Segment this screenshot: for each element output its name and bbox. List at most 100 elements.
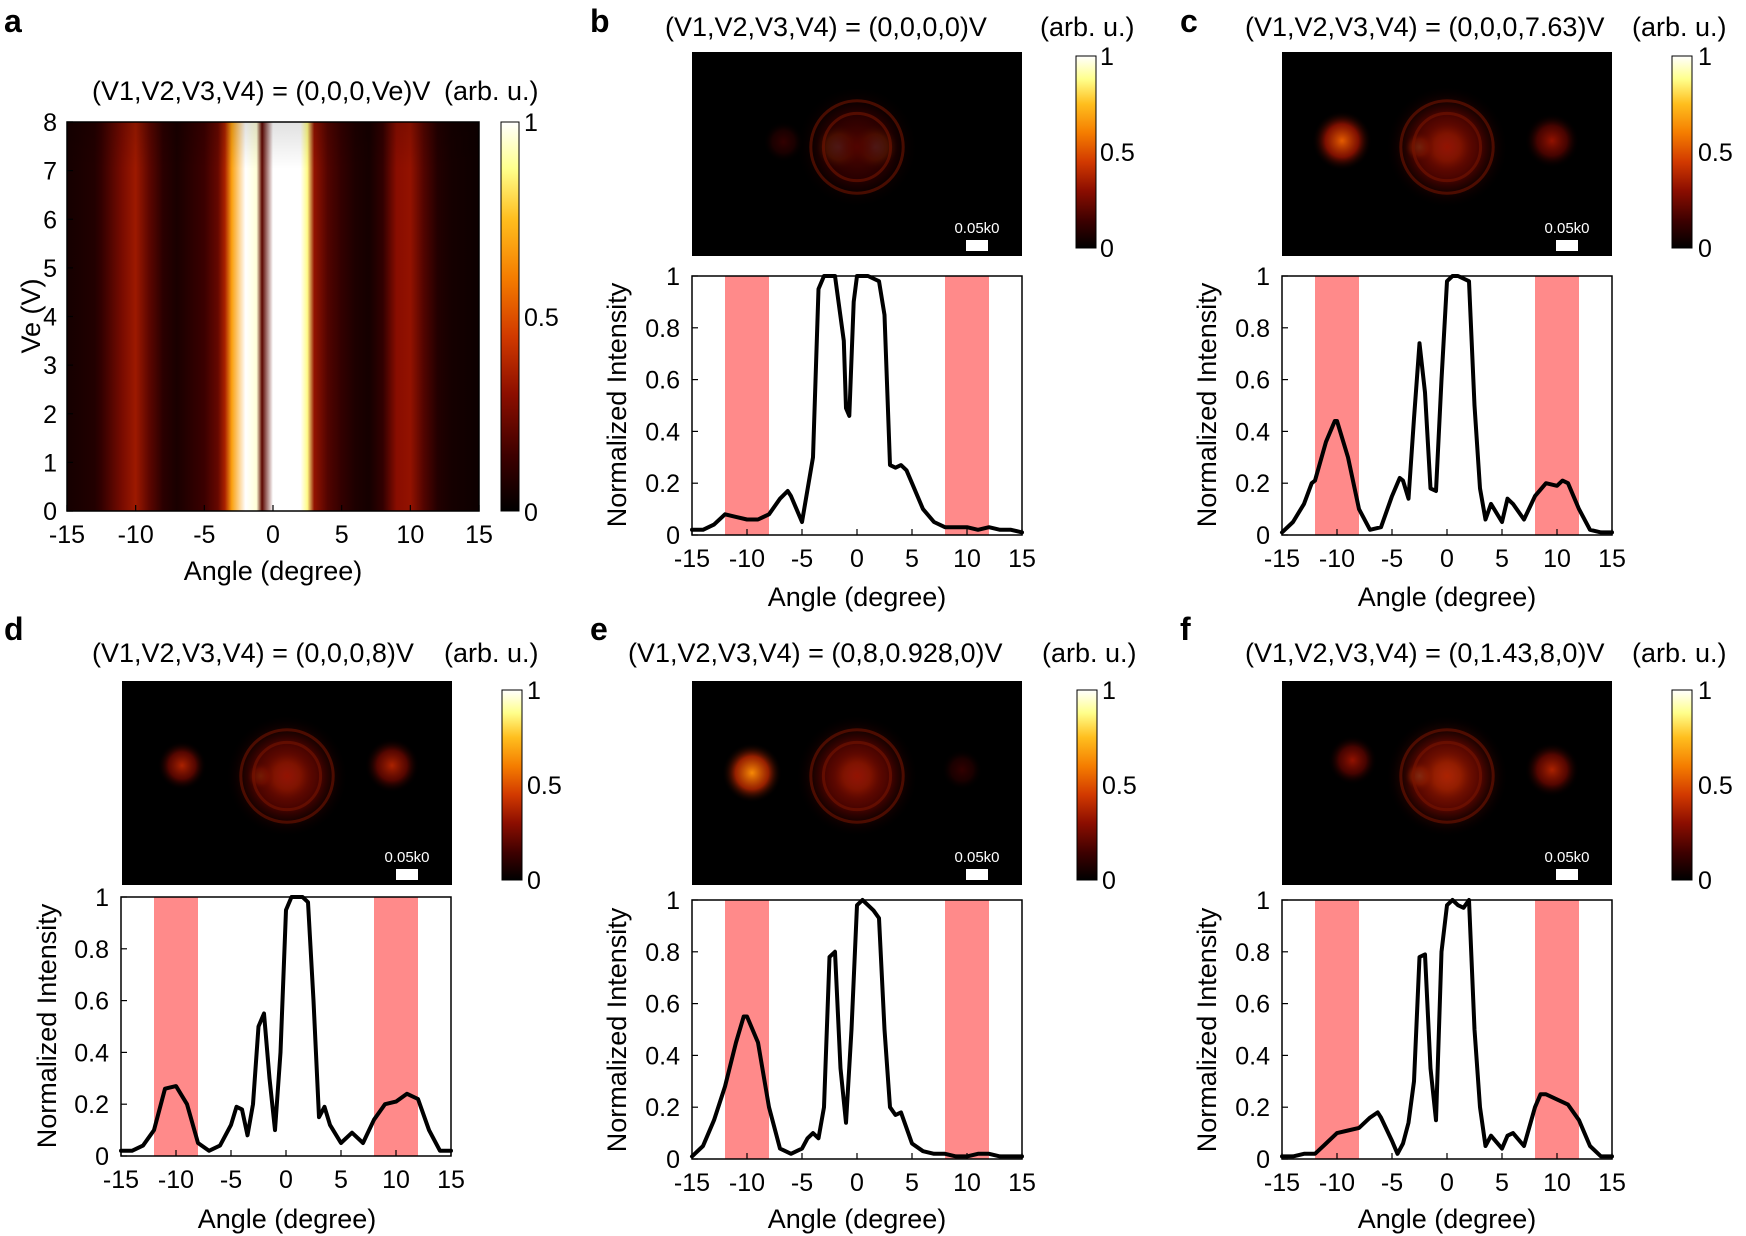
- spectrum-spot: [795, 85, 919, 209]
- y-tick-label: 1: [95, 884, 109, 912]
- panel-letter-e: e: [590, 611, 608, 647]
- panel-f: f (V1,V2,V3,V4) = (0,1.43,8,0)V (arb. u.…: [1180, 611, 1733, 1234]
- colorbar-tick: 1: [1698, 43, 1712, 71]
- colorbar-tick: 0.5: [1100, 139, 1135, 167]
- panel-letter-a: a: [4, 3, 22, 39]
- scale-bar-label: 0.05k0: [954, 849, 999, 866]
- spectrum-image-b: 0.05k0: [692, 52, 1022, 256]
- spectrum-image-f: 0.05k0: [1282, 681, 1612, 885]
- y-tick-label: 0.4: [1235, 418, 1270, 446]
- panel-a-x-ticks: -15 -10 -5 0 5 10 15: [49, 505, 493, 549]
- colorbar-tick: 0.5: [1102, 772, 1137, 800]
- scale-bar: [396, 869, 418, 880]
- spectrum-spot: [364, 738, 420, 793]
- y-tick-label: 0.2: [1235, 1094, 1270, 1122]
- spectrum-ring: [809, 99, 905, 195]
- x-tick-label: 10: [953, 545, 981, 573]
- intensity-series-line: [690, 274, 1024, 535]
- x-tick-label: 10: [396, 521, 424, 549]
- panel-c-colorbar-label: (arb. u.): [1632, 12, 1727, 42]
- spectrum-ring: [1411, 111, 1483, 183]
- spectrum-spot: [1385, 714, 1509, 838]
- x-tick-label: -5: [193, 521, 215, 549]
- y-tick-label: 0: [1256, 1146, 1270, 1174]
- panel-e-y-label: Normalized Intensity: [602, 907, 632, 1152]
- x-tick-label: -10: [1319, 1169, 1355, 1197]
- y-tick-label: 0: [1256, 522, 1270, 550]
- y-tick-label: 0.8: [1235, 939, 1270, 967]
- y-tick-label: 0.2: [645, 1094, 680, 1122]
- colorbar-tick: 0: [1100, 235, 1114, 263]
- panel-a-colorbar-label: (arb. u.): [444, 76, 539, 106]
- y-tick-label: 0.8: [1235, 315, 1270, 343]
- spectrum-image-d: 0.05k0: [122, 681, 452, 885]
- panel-e-title: (V1,V2,V3,V4) = (0,8,0.928,0)V: [628, 638, 1002, 668]
- spectrum-spot: [1524, 742, 1580, 797]
- panel-a-title: (V1,V2,V3,V4) = (0,0,0,Ve)V: [92, 76, 430, 106]
- y-tick-label: 8: [43, 109, 57, 137]
- x-tick-label: 5: [905, 1169, 919, 1197]
- x-tick-label: 0: [850, 1169, 864, 1197]
- spectrum-ring: [821, 740, 893, 812]
- spectrum-image-c: 0.05k0: [1282, 52, 1612, 256]
- spectrum-spot: [1327, 735, 1378, 785]
- x-tick-label: 0: [279, 1166, 293, 1194]
- x-tick-label: 0: [1440, 545, 1454, 573]
- colorbar-tick: 0.5: [524, 304, 559, 332]
- y-tick-label: 0.4: [74, 1039, 109, 1067]
- panel-b-y-label: Normalized Intensity: [602, 282, 632, 527]
- spectrum-spot: [941, 749, 983, 791]
- panel-a-colorbar: [500, 121, 520, 512]
- y-tick-label: 0.4: [645, 418, 680, 446]
- x-tick-label: 0: [266, 521, 280, 549]
- x-tick-label: 5: [1495, 1169, 1509, 1197]
- y-tick-label: 7: [43, 158, 57, 186]
- y-tick-label: 0.8: [74, 936, 109, 964]
- x-tick-label: -10: [729, 545, 765, 573]
- panel-f-y-label: Normalized Intensity: [1192, 907, 1222, 1152]
- panel-letter-f: f: [1180, 611, 1191, 647]
- x-tick-label: 15: [465, 521, 493, 549]
- x-tick-label: 5: [335, 521, 349, 549]
- y-tick-label: 0.2: [74, 1091, 109, 1119]
- panel-a-y-ticks: 0 1 2 3 4 5 6 7 8: [43, 109, 73, 526]
- panel-b-x-label: Angle (degree): [768, 582, 947, 612]
- y-tick-label: 0.4: [645, 1042, 680, 1070]
- panel-c-line-plot: -15 -10 -5 0 5 10 15 0 0.2 0.4 0.6 0.8 1: [1235, 263, 1626, 573]
- panel-b-line-plot: -15 -10 -5 0 5 10 15 0 0.2 0.4 0.6 0.8 1: [645, 263, 1036, 573]
- spectrum-spot: [1311, 110, 1373, 171]
- spectrum-ring: [821, 111, 893, 183]
- panel-c-x-label: Angle (degree): [1358, 582, 1537, 612]
- heatmap-shading: [67, 122, 479, 511]
- highlight-band: [945, 276, 989, 535]
- x-tick-label: -5: [1381, 1169, 1403, 1197]
- spectrum-spot: [721, 742, 783, 803]
- panel-a-y-label: Ve (V): [16, 278, 46, 353]
- y-tick-label: 0: [95, 1143, 109, 1171]
- highlight-band: [1315, 276, 1359, 535]
- spectrum-spot: [795, 714, 919, 838]
- highlight-band: [1315, 900, 1359, 1159]
- panel-d: d (V1,V2,V3,V4) = (0,0,0,8)V (arb. u.) 0…: [4, 611, 562, 1234]
- spectrum-ring: [1399, 99, 1495, 195]
- x-tick-label: -10: [158, 1166, 194, 1194]
- highlight-band: [374, 897, 418, 1156]
- x-tick-label: 5: [905, 545, 919, 573]
- colorbar-tick: 1: [1102, 677, 1116, 705]
- y-tick-label: 0.8: [645, 315, 680, 343]
- y-tick-label: 0.6: [1235, 367, 1270, 395]
- x-tick-label: -10: [729, 1169, 765, 1197]
- panel-e: e (V1,V2,V3,V4) = (0,8,0.928,0)V (arb. u…: [590, 611, 1137, 1234]
- spectrum-spot: [763, 121, 804, 163]
- y-tick-label: 1: [1256, 887, 1270, 915]
- panel-f-line-plot: -15 -10 -5 0 5 10 15 0 0.2 0.4 0.6 0.8 1: [1235, 887, 1626, 1197]
- scale-bar-label: 0.05k0: [1544, 220, 1589, 237]
- x-tick-label: -5: [1381, 545, 1403, 573]
- panel-f-colorbar-label: (arb. u.): [1632, 638, 1727, 668]
- panel-b-colorbar-label: (arb. u.): [1040, 12, 1135, 42]
- spectrum-ring: [239, 728, 335, 824]
- x-tick-label: -15: [103, 1166, 139, 1194]
- x-tick-label: 10: [1543, 545, 1571, 573]
- x-tick-label: 10: [1543, 1169, 1571, 1197]
